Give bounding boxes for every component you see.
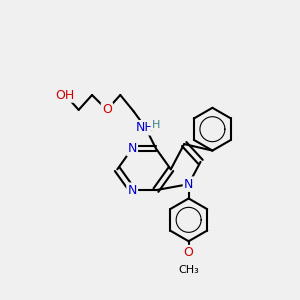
Text: CH₃: CH₃ [178,266,199,275]
Text: N: N [184,178,193,191]
Text: O: O [184,246,194,259]
Text: NH: NH [136,121,155,134]
Text: O: O [102,103,112,116]
Text: OH: OH [56,88,75,101]
Text: N: N [128,142,137,155]
Text: H: H [152,120,160,130]
Text: N: N [128,184,137,196]
